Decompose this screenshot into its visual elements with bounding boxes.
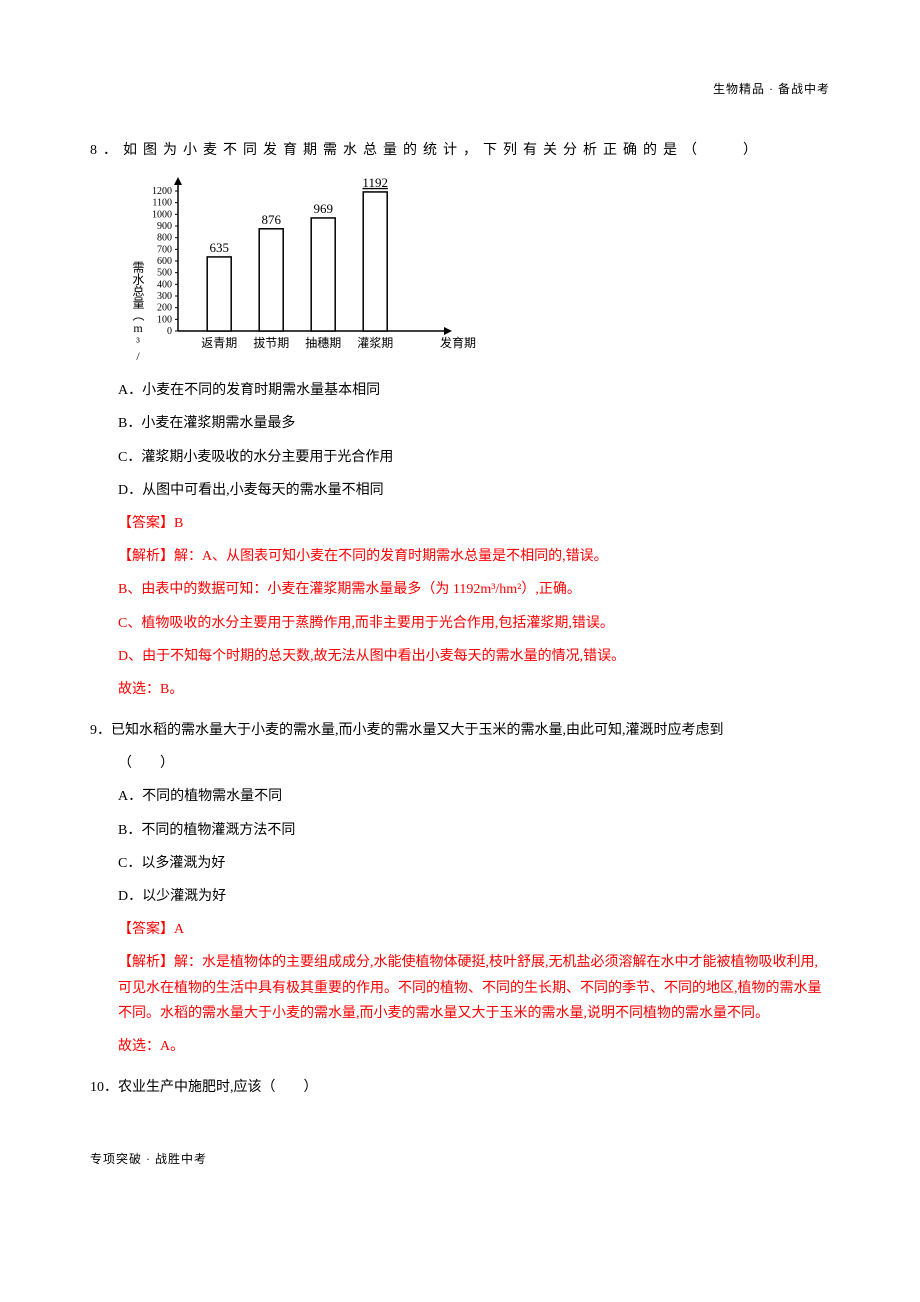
svg-text:1000: 1000 [152,210,172,221]
q8-option-c: C．灌浆期小麦吸收的水分主要用于光合作用 [118,445,830,470]
q8-chart: 0100200300400500600700800900100011001200… [120,171,830,368]
q9-paren: （ ） [118,751,830,776]
svg-text:1100: 1100 [152,198,172,209]
q8-option-d: D．从图中可看出,小麦每天的需水量不相同 [118,478,830,503]
answer-label: 【答案】 [118,516,174,531]
svg-text:800: 800 [157,233,172,244]
q8-num: 8 [90,143,103,158]
q9-option-d: D．以少灌溉为好 [118,884,830,909]
svg-text:返青期: 返青期 [201,336,237,350]
svg-text:200: 200 [157,303,172,314]
page-footer: 专项突破 · 战胜中考 [90,1150,830,1168]
svg-text:抽穗期: 抽穗期 [305,336,341,350]
svg-text:700: 700 [157,245,172,256]
q9-choose: 故选：A。 [118,1034,830,1059]
q9-option-b: B．不同的植物灌溉方法不同 [118,818,830,843]
answer-value: B [174,516,183,531]
explain-label: 【解析】 [118,955,174,970]
svg-text:300: 300 [157,291,172,302]
q9-stem: 9．已知水稻的需水量大于小麦的需水量,而小麦的需水量又大于玉米的需水量,由此可知… [90,718,830,743]
svg-text:600: 600 [157,256,172,267]
q10-text: ．农业生产中施肥时,应该（ ） [104,1080,318,1095]
q9-answer: 【答案】A [118,917,830,942]
explain-text: 解：水是植物体的主要组成成分,水能使植物体硬挺,枝叶舒展,无机盐必须溶解在水中才… [118,955,822,1020]
svg-text:500: 500 [157,268,172,279]
answer-value: A [174,922,184,937]
q9-explain: 【解析】解：水是植物体的主要组成成分,水能使植物体硬挺,枝叶舒展,无机盐必须溶解… [118,950,830,1026]
answer-label: 【答案】 [118,922,174,937]
svg-text:需水总量（m³/cm²）: 需水总量（m³/cm²） [131,261,145,361]
svg-text:900: 900 [157,221,172,232]
q8-option-b: B．小麦在灌浆期需水量最多 [118,411,830,436]
q8-explain-2: C、植物吸收的水分主要用于蒸腾作用,而非主要用于光合作用,包括灌浆期,错误。 [118,611,830,636]
q8-explain-0: 【解析】解：A、从图表可知小麦在不同的发育时期需水总量是不相同的,错误。 [118,544,830,569]
q8-option-a: A．小麦在不同的发育时期需水量基本相同 [118,378,830,403]
q9-option-a: A．不同的植物需水量不同 [118,784,830,809]
q10-num: 10 [90,1080,104,1095]
q10-stem: 10．农业生产中施肥时,应该（ ） [90,1075,830,1100]
svg-text:发育期: 发育期 [440,335,476,350]
q8-choose: 故选：B。 [118,677,830,702]
explain-line-0: 解：A、从图表可知小麦在不同的发育时期需水总量是不相同的,错误。 [174,549,608,564]
q8-explain-1: B、由表中的数据可知：小麦在灌浆期需水量最多（为 1192m³/hm²）,正确。 [118,577,830,602]
q8-stem: 8．如图为小麦不同发育期需水总量的统计，下列有关分析正确的是（ ） [90,138,830,163]
q8-answer: 【答案】B [118,511,830,536]
svg-text:400: 400 [157,280,172,291]
page-header: 生物精品 · 备战中考 [90,80,830,98]
svg-text:灌浆期: 灌浆期 [357,335,393,350]
svg-text:1192: 1192 [362,175,388,190]
q9-text: ．已知水稻的需水量大于小麦的需水量,而小麦的需水量又大于玉米的需水量,由此可知,… [97,723,724,738]
q8-explain-3: D、由于不知每个时期的总天数,故无法从图中看出小麦每天的需水量的情况,错误。 [118,644,830,669]
svg-text:1200: 1200 [152,186,172,197]
svg-text:635: 635 [209,240,229,255]
svg-text:876: 876 [261,212,281,227]
q9-option-c: C．以多灌溉为好 [118,851,830,876]
svg-text:拔节期: 拔节期 [253,335,289,350]
svg-text:100: 100 [157,315,172,326]
bar-chart-svg: 0100200300400500600700800900100011001200… [120,171,480,361]
svg-text:969: 969 [313,201,333,216]
q9-num: 9 [90,723,97,738]
explain-label: 【解析】 [118,549,174,564]
svg-text:0: 0 [167,326,172,337]
q8-text: ．如图为小麦不同发育期需水总量的统计，下列有关分析正确的是（ ） [103,143,763,158]
